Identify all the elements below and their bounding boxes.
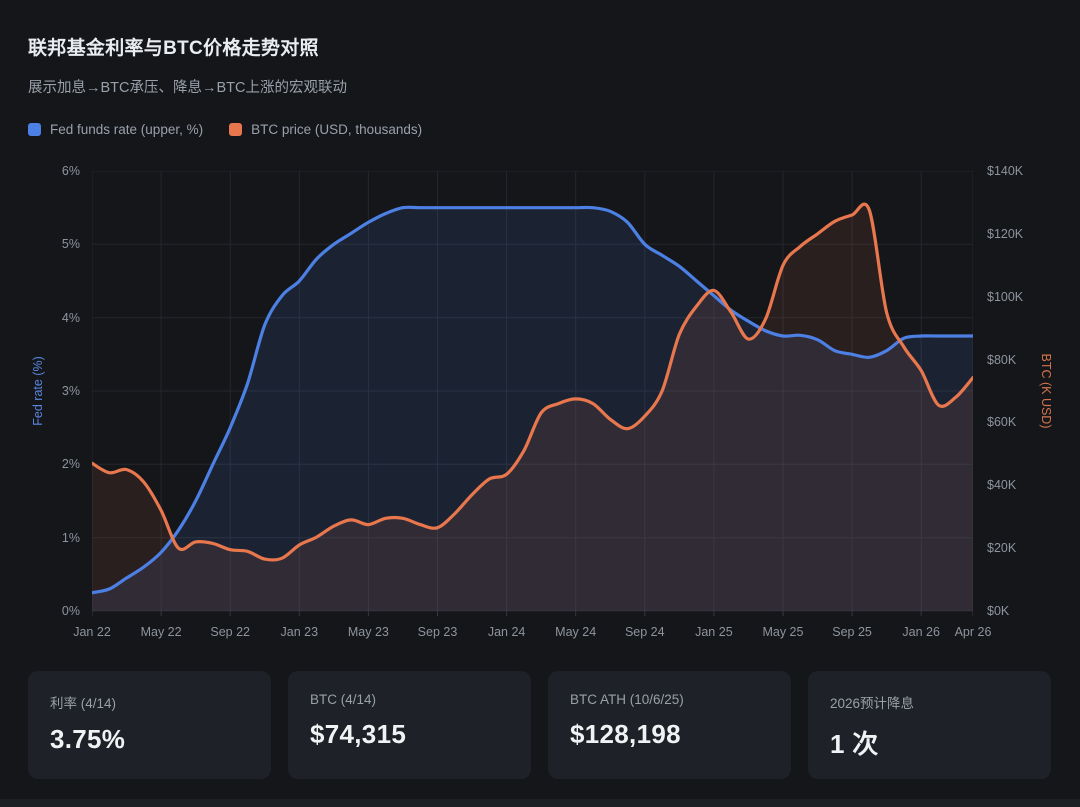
btc-line — [90, 202, 975, 562]
stat-card-label: 利率 (4/14) — [50, 696, 117, 711]
x-tick: May 24 — [555, 625, 597, 639]
y-tick-left: 6% — [61, 164, 80, 178]
stat-cards: 利率 (4/14) 3.75% BTC (4/14) $74,315 BTC A… — [28, 671, 1052, 779]
y-tick-left: 5% — [61, 237, 80, 252]
x-tick: Sep 25 — [832, 625, 872, 639]
y-tick-right: $140K — [987, 164, 1024, 178]
x-tick: Jan 24 — [487, 625, 526, 639]
legend-label: Fed funds rate (upper, %) — [50, 122, 204, 137]
stat-card-label: BTC ATH (10/6/25) — [570, 692, 684, 707]
y-tick-right: $20K — [987, 541, 1017, 556]
plot-area — [90, 170, 975, 617]
x-tick: Apr 26 — [954, 625, 992, 639]
x-tick: May 22 — [140, 625, 182, 639]
legend-item-fed-rate[interactable]: Fed funds rate (upper, %) — [28, 122, 203, 137]
chart-canvas — [90, 170, 975, 616]
stat-card-label: BTC (4/14) — [310, 692, 377, 707]
btc-area — [92, 204, 973, 611]
fed-rate-swatch-icon — [28, 123, 41, 136]
y-tick-left: 1% — [61, 530, 80, 545]
x-tick: Sep 24 — [624, 625, 665, 639]
stat-card-value: $74,315 — [310, 719, 407, 749]
y-tick-left: 2% — [61, 457, 80, 472]
y-tick-right: $60K — [987, 415, 1017, 430]
btc-price-swatch-icon — [229, 123, 243, 136]
stat-card-btc-price: BTC (4/14) $74,315 — [288, 671, 531, 779]
x-tick: Jan 25 — [695, 625, 733, 639]
y-tick-left: 0% — [61, 604, 80, 618]
y-tick-right: $40K — [987, 478, 1017, 493]
x-tick: May 25 — [762, 625, 804, 639]
x-tick: Sep 23 — [417, 625, 458, 639]
y-tick-right: $80K — [987, 352, 1017, 367]
x-tick: Jan 22 — [73, 625, 111, 639]
legend-label: BTC price (USD, thousands) — [251, 122, 423, 137]
x-tick: Jan 23 — [280, 625, 319, 639]
y-tick-left: 3% — [61, 384, 80, 398]
x-tick: Sep 22 — [210, 625, 250, 639]
stat-card-value: 3.75% — [50, 724, 126, 754]
chart-legend: Fed funds rate (upper, %) BTC price (USD… — [28, 122, 422, 137]
x-tick: May 23 — [347, 625, 389, 639]
stat-card-value: 1 次 — [830, 729, 879, 759]
x-tick: Jan 26 — [902, 625, 940, 639]
legend-item-btc-price[interactable]: BTC price (USD, thousands) — [229, 122, 422, 137]
bottom-divider-bar — [0, 799, 1080, 807]
page-subtitle: 展示加息→BTC承压、降息→BTC上涨的宏观联动 — [28, 80, 347, 96]
fed-line — [90, 205, 975, 595]
page-title: 联邦基金利率与BTC价格走势对照 — [28, 38, 319, 59]
y-tick-right: $120K — [987, 226, 1024, 241]
stat-card-value: $128,198 — [570, 719, 681, 749]
y-tick-right: $0K — [987, 604, 1010, 618]
stat-card-label: 2026预计降息 — [830, 696, 915, 711]
stat-card-btc-ath: BTC ATH (10/6/25) $128,198 — [548, 671, 791, 779]
stat-card-fed-rate: 利率 (4/14) 3.75% — [28, 671, 271, 779]
y-tick-left: 4% — [61, 310, 80, 325]
y-tick-right: $100K — [987, 289, 1024, 304]
stat-card-2026-cuts: 2026预计降息 1 次 — [808, 671, 1051, 779]
fed-area — [92, 207, 973, 611]
